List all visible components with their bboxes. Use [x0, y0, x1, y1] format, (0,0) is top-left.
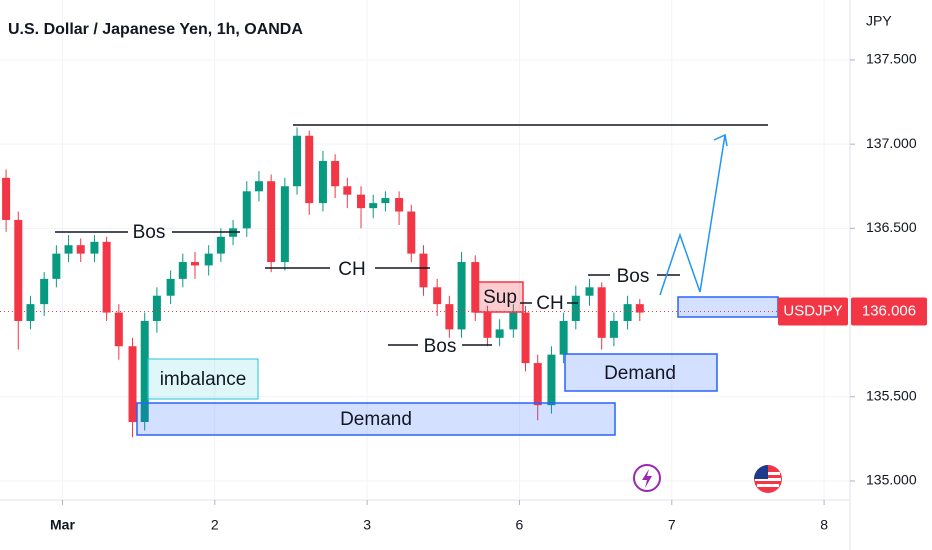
candle-body — [178, 262, 187, 279]
y-tick-label: 137.500 — [866, 51, 917, 67]
demand-zone — [564, 353, 718, 392]
flag-stripe — [755, 478, 781, 481]
drawings: Bos CH Bos Sup CH Bos imbalance Demand D… — [55, 124, 782, 493]
candle-body — [40, 278, 49, 305]
candle-body — [204, 253, 213, 266]
annotation: Sup — [483, 287, 517, 308]
candle-body — [140, 320, 149, 423]
flag-icon[interactable] — [754, 465, 782, 493]
x-tick-label: 3 — [363, 517, 371, 533]
annotation: CH — [536, 293, 563, 314]
y-tick-label: 135.500 — [866, 387, 917, 403]
candle-body — [52, 253, 61, 279]
candle-body — [623, 304, 632, 321]
annotation: Demand — [340, 409, 412, 430]
candle-body — [547, 354, 556, 406]
x-tick-label: 8 — [820, 517, 828, 533]
y-tick-label: 135.000 — [866, 472, 917, 488]
candle-body — [102, 241, 111, 313]
demand-zone — [136, 402, 616, 436]
y-tick-label: 136.500 — [866, 219, 917, 235]
candle-body — [419, 253, 428, 288]
candle-body — [280, 186, 289, 263]
x-tick-label: 7 — [668, 517, 676, 533]
candle-body — [166, 278, 175, 296]
candle-body — [483, 312, 492, 338]
candle-body — [509, 312, 518, 330]
candle-body — [190, 262, 199, 266]
candle-body — [293, 135, 302, 187]
candle-body — [305, 135, 314, 204]
candle-body — [495, 329, 504, 338]
candle-body — [2, 177, 11, 220]
axes: 135.000 135.500 136.500 137.000 137.500 Mar 2 3… — [50, 51, 917, 533]
candle-body — [14, 219, 23, 321]
symbol-box — [778, 297, 848, 326]
candle-body — [381, 198, 390, 204]
y-tick-label: 137.000 — [866, 135, 917, 151]
candle-body — [331, 160, 340, 187]
candle-body — [242, 191, 251, 229]
candle-body — [216, 236, 225, 254]
x-tick-label: 2 — [211, 517, 219, 533]
annotation: Demand — [604, 363, 676, 384]
annotation: imbalance — [160, 369, 247, 390]
annotation: Bos — [617, 266, 650, 287]
candle-body — [267, 181, 276, 263]
candle-body — [571, 295, 580, 321]
price-label: 136.006 — [862, 303, 916, 320]
candle-body — [26, 304, 35, 321]
annotation: CH — [338, 259, 365, 280]
imbalance-zone — [147, 358, 259, 400]
supply-zone — [474, 281, 524, 313]
candle-body — [635, 304, 644, 313]
candle-body — [318, 160, 327, 204]
candle-body — [585, 287, 594, 296]
candle-body — [114, 312, 123, 347]
annotation: Bos — [424, 336, 457, 357]
candle-body — [559, 320, 568, 355]
candles — [2, 127, 644, 438]
price-box — [851, 297, 927, 326]
projection-arrow — [659, 134, 726, 296]
x-tick-label: Mar — [50, 517, 75, 533]
candle-body — [343, 186, 352, 195]
candle-body — [254, 181, 263, 192]
annotation: Bos — [133, 222, 166, 243]
candle-body — [395, 198, 404, 212]
lightning-icon — [642, 469, 652, 488]
flag-stripe — [757, 484, 779, 487]
candle-body — [64, 245, 73, 254]
candle-body — [128, 346, 137, 423]
candle-body — [457, 262, 466, 330]
currency-label: JPY — [866, 13, 892, 29]
candle-body — [433, 287, 442, 305]
candle-body — [152, 295, 161, 321]
candle-body — [533, 363, 542, 406]
chart-title: U.S. Dollar / Japanese Yen, 1h, OANDA — [8, 21, 303, 38]
candle-body — [597, 287, 606, 338]
symbol-label: USDJPY — [783, 303, 842, 320]
candle-body — [521, 312, 530, 364]
price-marker: USDJPY 136.006 — [0, 297, 927, 326]
candle-body — [76, 245, 85, 254]
candle-body — [90, 241, 99, 254]
candle-body — [609, 320, 618, 338]
candle-body — [407, 211, 416, 254]
arrow-head — [713, 133, 728, 147]
candle-body — [357, 194, 366, 209]
x-tick-label: 6 — [516, 517, 524, 533]
candle-body — [445, 304, 454, 330]
candle-body — [369, 203, 378, 209]
target-zone — [677, 296, 779, 318]
flag-canton — [754, 465, 768, 479]
